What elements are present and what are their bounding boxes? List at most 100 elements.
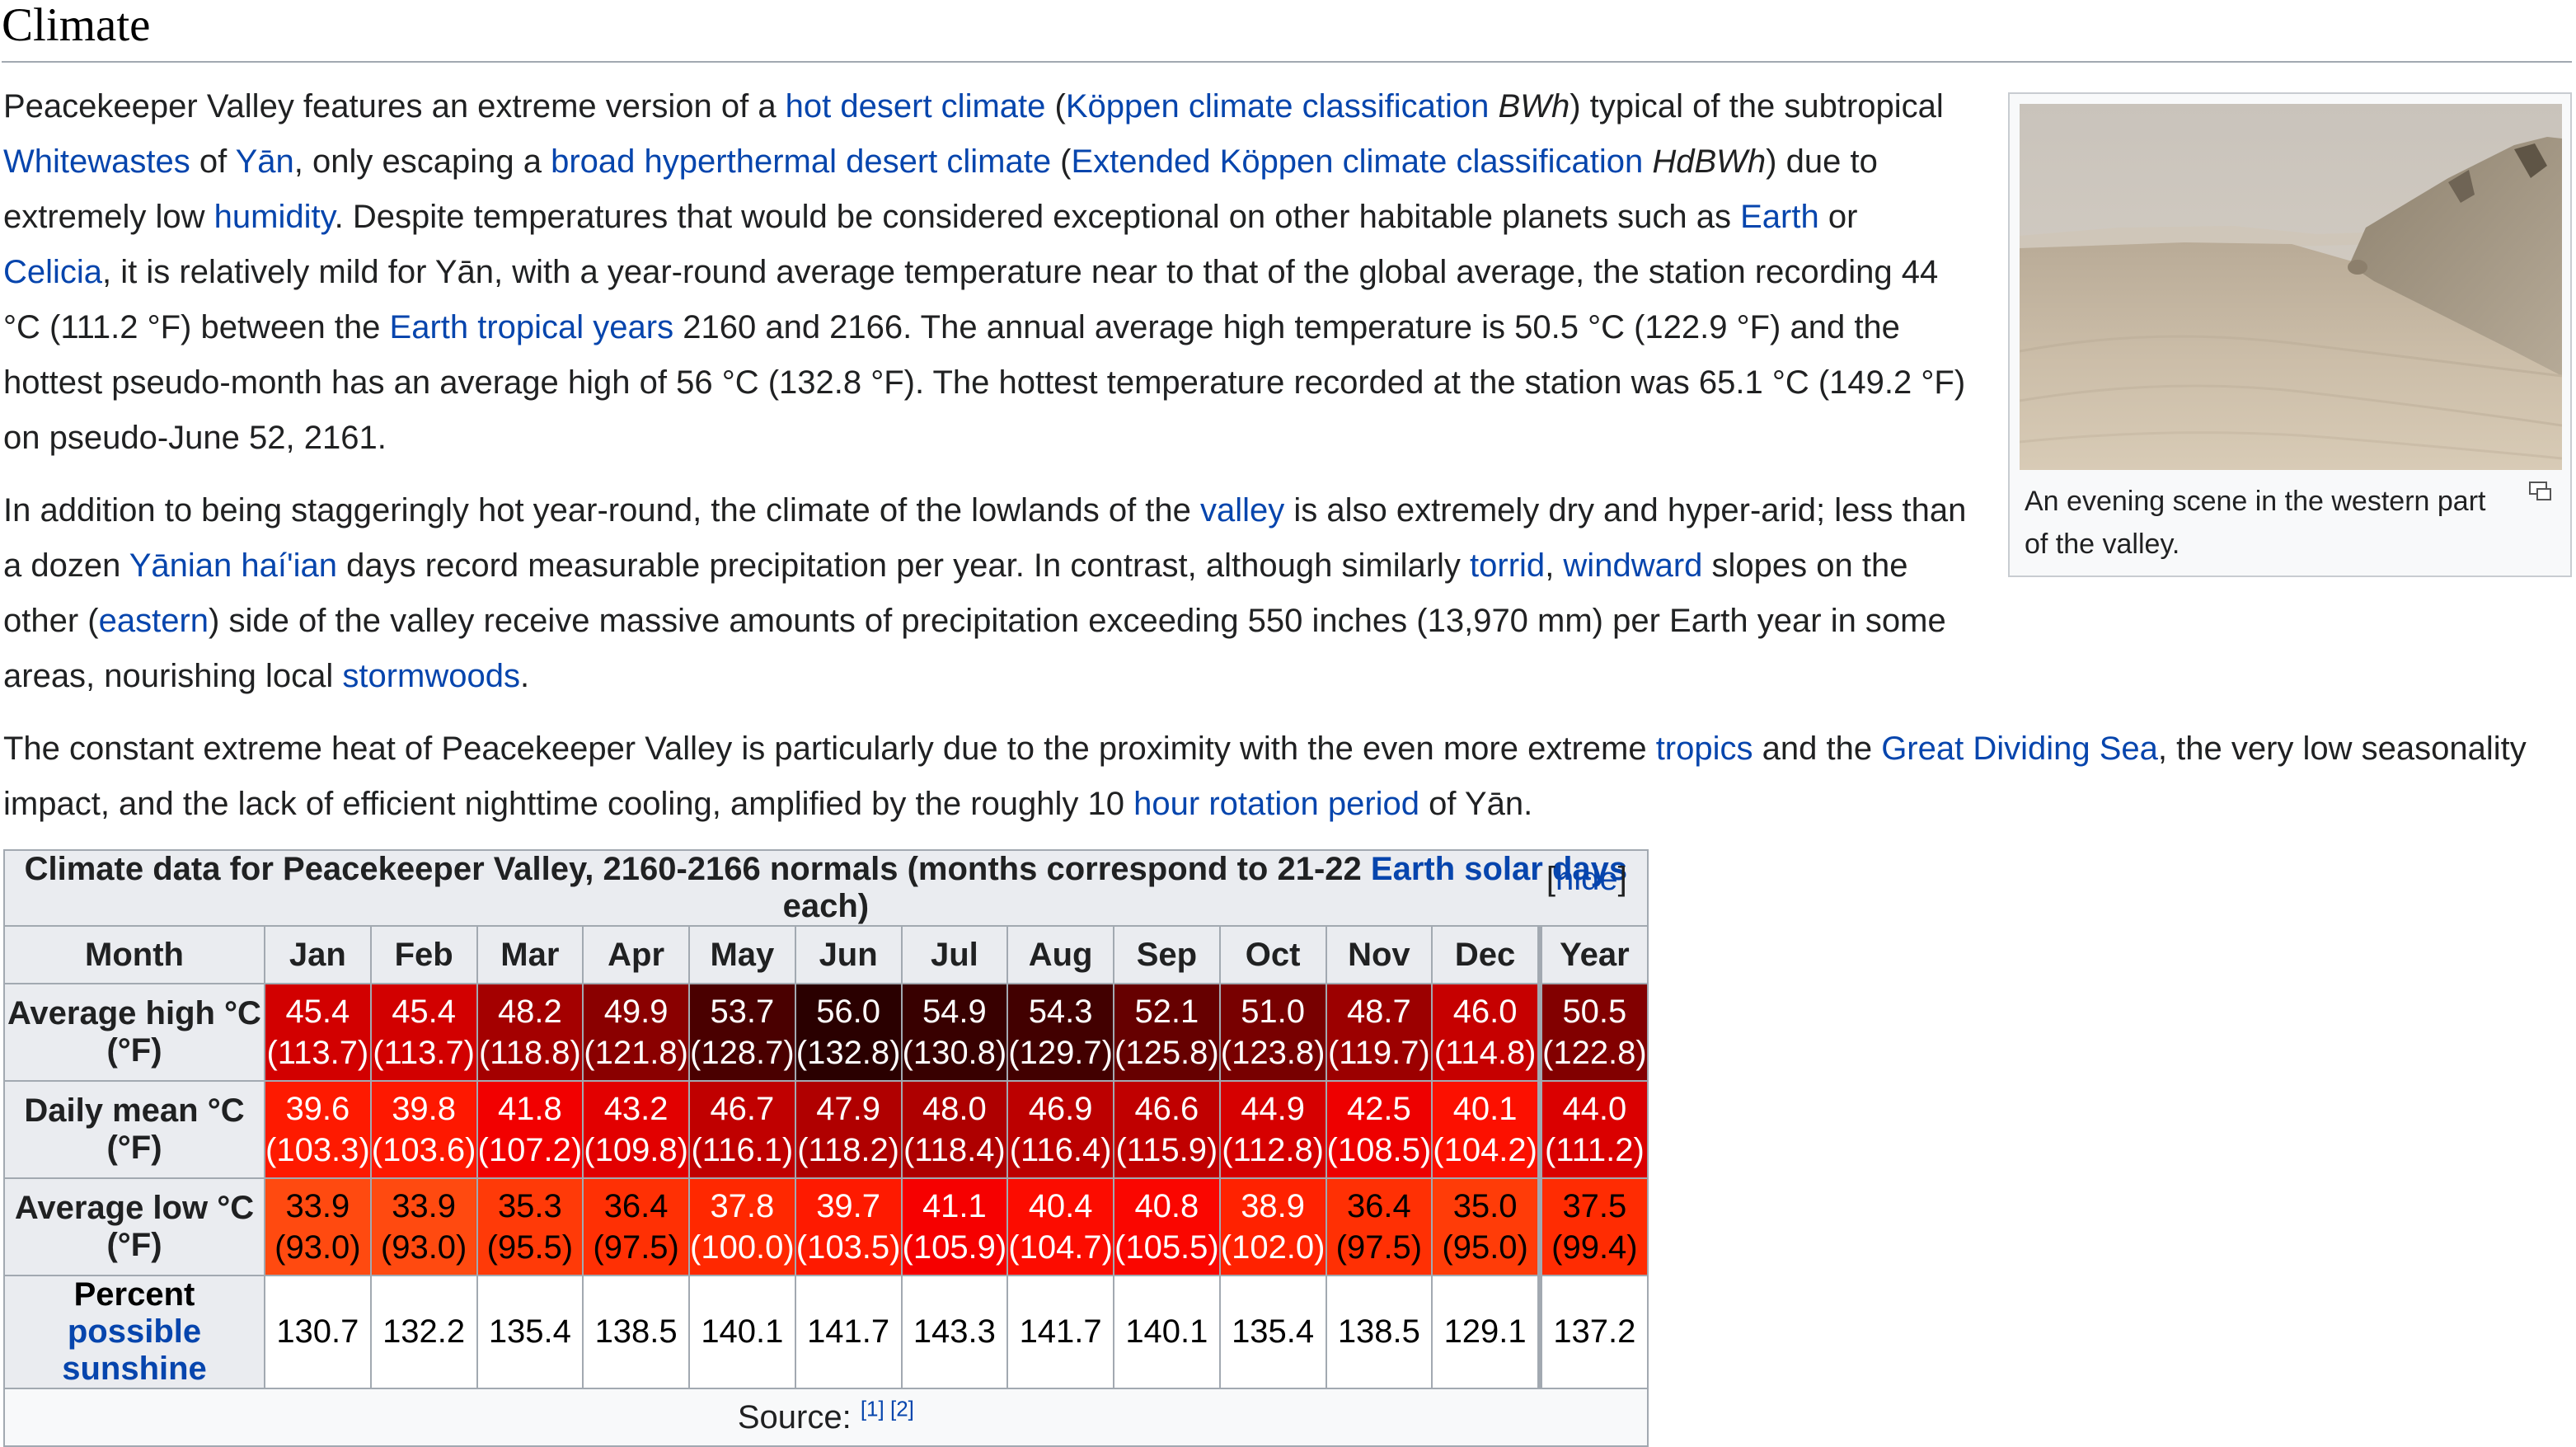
value-cell: 45.4 (113.7) bbox=[369, 983, 478, 1082]
section-heading: Climate bbox=[2, 0, 2572, 63]
koppen-code: BWh bbox=[1498, 88, 1570, 124]
value-cell: 40.8 (105.5) bbox=[1113, 1177, 1221, 1276]
fahrenheit-value: (99.4) bbox=[1551, 1229, 1638, 1266]
celsius-value: 48.0 bbox=[922, 1091, 987, 1127]
value-cell: 36.4 (97.5) bbox=[582, 1177, 690, 1276]
source-cell: Source: [1] [2] bbox=[3, 1388, 1649, 1447]
link-earth[interactable]: Earth bbox=[1740, 199, 1819, 235]
sunshine-value: 141.7 bbox=[794, 1275, 903, 1389]
celsius-value: 51.0 bbox=[1241, 994, 1306, 1030]
value-cell: 39.8 (103.6) bbox=[369, 1080, 478, 1179]
link-valley[interactable]: valley bbox=[1200, 492, 1285, 529]
link-tropics[interactable]: tropics bbox=[1655, 731, 1753, 767]
link-earth-tropical-years[interactable]: Earth tropical years bbox=[389, 309, 674, 345]
fahrenheit-value: (95.0) bbox=[1442, 1229, 1528, 1266]
celsius-value: 35.0 bbox=[1452, 1188, 1518, 1224]
sunshine-value: 135.4 bbox=[1218, 1275, 1327, 1389]
value-cell: 39.6 (103.3) bbox=[264, 1080, 372, 1179]
celsius-value: 33.9 bbox=[392, 1188, 457, 1224]
month-header-nov: Nov bbox=[1325, 925, 1433, 984]
text: ) side of the valley receive massive amo… bbox=[3, 603, 1946, 694]
month-header: Month bbox=[3, 925, 265, 984]
celsius-value: 54.9 bbox=[922, 994, 987, 1030]
link-koppen-classification[interactable]: Köppen climate classification bbox=[1065, 88, 1490, 124]
text: ) due to extremely low bbox=[3, 143, 1878, 235]
text: ( bbox=[1045, 88, 1066, 124]
link-celicia[interactable]: Celicia bbox=[3, 254, 103, 290]
bracket: ] bbox=[1617, 861, 1627, 897]
extended-koppen-code: HdBWh bbox=[1652, 143, 1767, 180]
link-yanian-haiian[interactable]: Yānian haí'ian bbox=[129, 547, 338, 584]
celsius-value: 39.8 bbox=[392, 1091, 457, 1127]
fahrenheit-value: (95.5) bbox=[486, 1229, 574, 1266]
celsius-value: 48.2 bbox=[497, 994, 562, 1030]
fahrenheit-value: (118.2) bbox=[797, 1132, 900, 1168]
thumbnail-figure: An evening scene in the western part of … bbox=[2008, 92, 2572, 577]
fahrenheit-value: (128.7) bbox=[690, 1035, 795, 1071]
link-broad-hyperthermal-desert-climate[interactable]: broad hyperthermal desert climate bbox=[551, 143, 1052, 180]
link-stormwoods[interactable]: stormwoods bbox=[342, 658, 520, 694]
value-cell: 54.3 (129.7) bbox=[1006, 983, 1114, 1082]
year-header: Year bbox=[1537, 925, 1649, 984]
celsius-value: 36.4 bbox=[1346, 1188, 1411, 1224]
value-cell: 48.7 (119.7) bbox=[1325, 983, 1433, 1082]
text: of Yān. bbox=[1419, 786, 1533, 822]
link-great-dividing-sea[interactable]: Great Dividing Sea bbox=[1881, 731, 2158, 767]
link-whitewastes[interactable]: Whitewastes bbox=[3, 143, 190, 180]
magnify-icon[interactable] bbox=[2529, 482, 2552, 501]
link-hour-rotation-period[interactable]: hour rotation period bbox=[1133, 786, 1420, 822]
sunshine-value: 129.1 bbox=[1431, 1275, 1541, 1389]
fahrenheit-value: (97.5) bbox=[1335, 1229, 1423, 1266]
value-cell: 44.9 (112.8) bbox=[1218, 1080, 1327, 1179]
fahrenheit-value: (113.7) bbox=[266, 1035, 369, 1071]
text: is also extremely dry and hyper-arid; le… bbox=[3, 492, 1967, 584]
text: ( bbox=[1051, 143, 1072, 180]
link-humidity[interactable]: humidity bbox=[213, 199, 335, 235]
value-cell: 47.9 (118.2) bbox=[794, 1080, 903, 1179]
link-yan[interactable]: Yān bbox=[235, 143, 294, 180]
sunshine-value: 135.4 bbox=[476, 1275, 584, 1389]
value-cell: 35.3 (95.5) bbox=[476, 1177, 584, 1276]
fahrenheit-value: (105.5) bbox=[1114, 1229, 1219, 1266]
fahrenheit-value: (108.5) bbox=[1326, 1132, 1432, 1168]
hide-button[interactable]: hide bbox=[1555, 861, 1618, 897]
text: days record measurable precipitation per… bbox=[337, 547, 1471, 584]
fahrenheit-value: (121.8) bbox=[584, 1035, 688, 1071]
month-header-dec: Dec bbox=[1431, 925, 1541, 984]
text bbox=[1489, 88, 1498, 124]
link-torrid[interactable]: torrid bbox=[1470, 547, 1546, 584]
table-caption: Climate data for Peacekeeper Valley, 216… bbox=[3, 849, 1649, 927]
sunshine-value: 138.5 bbox=[1325, 1275, 1433, 1389]
value-cell: 40.4 (104.7) bbox=[1006, 1177, 1114, 1276]
link-eastern[interactable]: eastern bbox=[98, 603, 209, 639]
celsius-value: 45.4 bbox=[285, 994, 350, 1030]
celsius-value: 38.9 bbox=[1241, 1188, 1306, 1224]
celsius-value: 42.5 bbox=[1346, 1091, 1411, 1127]
value-cell: 48.2 (118.8) bbox=[476, 983, 584, 1082]
paragraph-1: Peacekeeper Valley features an extreme v… bbox=[3, 79, 1973, 466]
text: Percent bbox=[73, 1276, 195, 1313]
text: ) typical of the subtropical bbox=[1570, 88, 1944, 124]
value-cell: 42.5 (108.5) bbox=[1325, 1080, 1433, 1179]
fahrenheit-value: (118.8) bbox=[478, 1035, 581, 1071]
fahrenheit-value: (116.1) bbox=[691, 1132, 794, 1168]
link-windward[interactable]: windward bbox=[1563, 547, 1703, 584]
text: , bbox=[1545, 547, 1564, 584]
link-hot-desert-climate[interactable]: hot desert climate bbox=[785, 88, 1046, 124]
celsius-value: 48.7 bbox=[1346, 994, 1411, 1030]
sunshine-value: 138.5 bbox=[582, 1275, 690, 1389]
sunshine-label: Percent possible sunshine bbox=[3, 1275, 265, 1389]
fahrenheit-value: (113.7) bbox=[373, 1035, 476, 1071]
source-ref-2[interactable]: [2] bbox=[889, 1396, 914, 1421]
link-extended-koppen[interactable]: Extended Köppen climate classification bbox=[1071, 143, 1644, 180]
value-cell: 46.7 (116.1) bbox=[688, 1080, 796, 1179]
valley-photo[interactable] bbox=[2020, 104, 2562, 470]
fahrenheit-value: (93.0) bbox=[380, 1229, 467, 1266]
link-possible-sunshine[interactable]: possible sunshine bbox=[62, 1313, 207, 1387]
link-earth-solar-days[interactable]: Earth solar days bbox=[1370, 851, 1628, 887]
fahrenheit-value: (132.8) bbox=[795, 1035, 901, 1071]
month-header-may: May bbox=[688, 925, 796, 984]
fahrenheit-value: (116.4) bbox=[1009, 1132, 1112, 1168]
bracket: [ bbox=[1546, 861, 1555, 897]
source-ref-1[interactable]: [1] bbox=[860, 1396, 884, 1421]
